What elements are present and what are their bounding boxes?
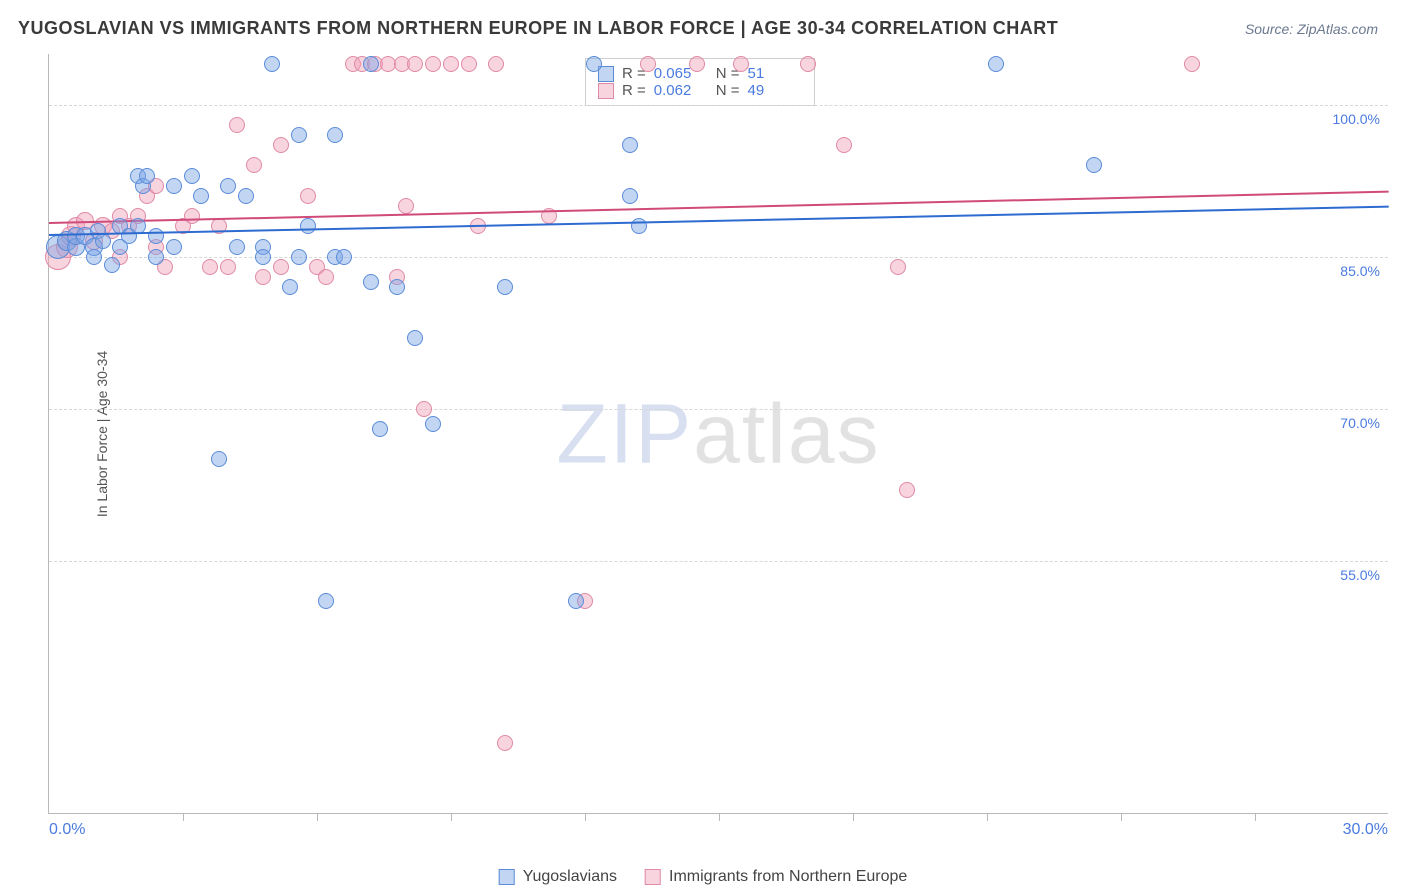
x-tick <box>585 813 586 821</box>
scatter-point-pink <box>246 157 262 173</box>
scatter-point-blue <box>291 249 307 265</box>
scatter-point-blue <box>291 127 307 143</box>
scatter-point-pink <box>890 259 906 275</box>
scatter-point-pink <box>202 259 218 275</box>
scatter-point-blue <box>336 249 352 265</box>
scatter-point-blue <box>568 593 584 609</box>
n-value-blue: 51 <box>748 65 802 82</box>
scatter-point-pink <box>273 137 289 153</box>
scatter-point-blue <box>86 249 102 265</box>
scatter-point-blue <box>363 274 379 290</box>
scatter-point-pink <box>640 56 656 72</box>
scatter-point-blue <box>139 168 155 184</box>
n-label: N = <box>716 82 740 99</box>
scatter-point-blue <box>300 218 316 234</box>
x-tick <box>853 813 854 821</box>
scatter-point-blue <box>389 279 405 295</box>
scatter-point-pink <box>300 188 316 204</box>
r-value-pink: 0.062 <box>654 82 708 99</box>
source-label: Source: ZipAtlas.com <box>1245 21 1378 37</box>
trend-line-blue <box>49 206 1389 236</box>
scatter-point-blue <box>372 421 388 437</box>
scatter-point-blue <box>193 188 209 204</box>
scatter-point-pink <box>425 56 441 72</box>
x-axis-min-label: 0.0% <box>49 821 85 839</box>
series-legend: Yugoslavians Immigrants from Northern Eu… <box>499 868 908 886</box>
gridline <box>49 561 1388 562</box>
scatter-point-blue <box>184 168 200 184</box>
scatter-point-pink <box>255 269 271 285</box>
y-tick-label: 100.0% <box>1333 111 1380 127</box>
scatter-point-blue <box>622 188 638 204</box>
scatter-point-pink <box>733 56 749 72</box>
scatter-point-blue <box>104 257 120 273</box>
x-tick <box>719 813 720 821</box>
scatter-point-blue <box>363 56 379 72</box>
y-tick-label: 85.0% <box>1340 263 1380 279</box>
y-tick-label: 70.0% <box>1340 415 1380 431</box>
scatter-point-blue <box>238 188 254 204</box>
scatter-point-blue <box>407 330 423 346</box>
scatter-point-blue <box>318 593 334 609</box>
legend-swatch-pink <box>645 869 661 885</box>
chart-area: ZIPatlas In Labor Force | Age 30-34 0.0%… <box>48 54 1388 844</box>
y-tick-label: 55.0% <box>1340 567 1380 583</box>
scatter-point-blue <box>95 233 111 249</box>
scatter-point-blue <box>264 56 280 72</box>
scatter-point-blue <box>166 239 182 255</box>
scatter-point-blue <box>220 178 236 194</box>
legend-label-pink: Immigrants from Northern Europe <box>669 868 907 886</box>
scatter-point-pink <box>273 259 289 275</box>
scatter-point-blue <box>255 249 271 265</box>
scatter-point-blue <box>229 239 245 255</box>
scatter-point-blue <box>327 127 343 143</box>
scatter-point-blue <box>586 56 602 72</box>
plot-region: ZIPatlas In Labor Force | Age 30-34 0.0%… <box>48 54 1388 814</box>
x-tick <box>317 813 318 821</box>
scatter-point-pink <box>407 56 423 72</box>
scatter-point-blue <box>211 451 227 467</box>
y-axis-title: In Labor Force | Age 30-34 <box>94 350 110 516</box>
gridline <box>49 257 1388 258</box>
scatter-point-pink <box>398 198 414 214</box>
x-tick <box>451 813 452 821</box>
legend-swatch-pink <box>598 83 614 99</box>
r-label: R = <box>622 82 646 99</box>
scatter-point-pink <box>1184 56 1200 72</box>
x-tick <box>987 813 988 821</box>
scatter-point-pink <box>488 56 504 72</box>
scatter-point-blue <box>497 279 513 295</box>
scatter-point-pink <box>416 401 432 417</box>
x-tick <box>1121 813 1122 821</box>
x-tick <box>183 813 184 821</box>
scatter-point-pink <box>689 56 705 72</box>
legend-swatch-blue <box>499 869 515 885</box>
scatter-point-blue <box>988 56 1004 72</box>
scatter-point-blue <box>1086 157 1102 173</box>
scatter-point-pink <box>497 735 513 751</box>
scatter-point-pink <box>800 56 816 72</box>
scatter-point-pink <box>443 56 459 72</box>
scatter-point-blue <box>148 249 164 265</box>
scatter-point-blue <box>622 137 638 153</box>
watermark: ZIPatlas <box>556 385 880 482</box>
x-tick <box>1255 813 1256 821</box>
scatter-point-blue <box>166 178 182 194</box>
n-value-pink: 49 <box>748 82 802 99</box>
scatter-point-pink <box>461 56 477 72</box>
chart-title: YUGOSLAVIAN VS IMMIGRANTS FROM NORTHERN … <box>18 18 1058 39</box>
scatter-point-pink <box>836 137 852 153</box>
scatter-point-pink <box>229 117 245 133</box>
scatter-point-blue <box>282 279 298 295</box>
gridline <box>49 409 1388 410</box>
scatter-point-pink <box>184 208 200 224</box>
gridline <box>49 105 1388 106</box>
x-axis-max-label: 30.0% <box>1343 821 1388 839</box>
scatter-point-pink <box>220 259 236 275</box>
legend-label-blue: Yugoslavians <box>523 868 617 886</box>
scatter-point-blue <box>425 416 441 432</box>
scatter-point-pink <box>899 482 915 498</box>
scatter-point-pink <box>318 269 334 285</box>
